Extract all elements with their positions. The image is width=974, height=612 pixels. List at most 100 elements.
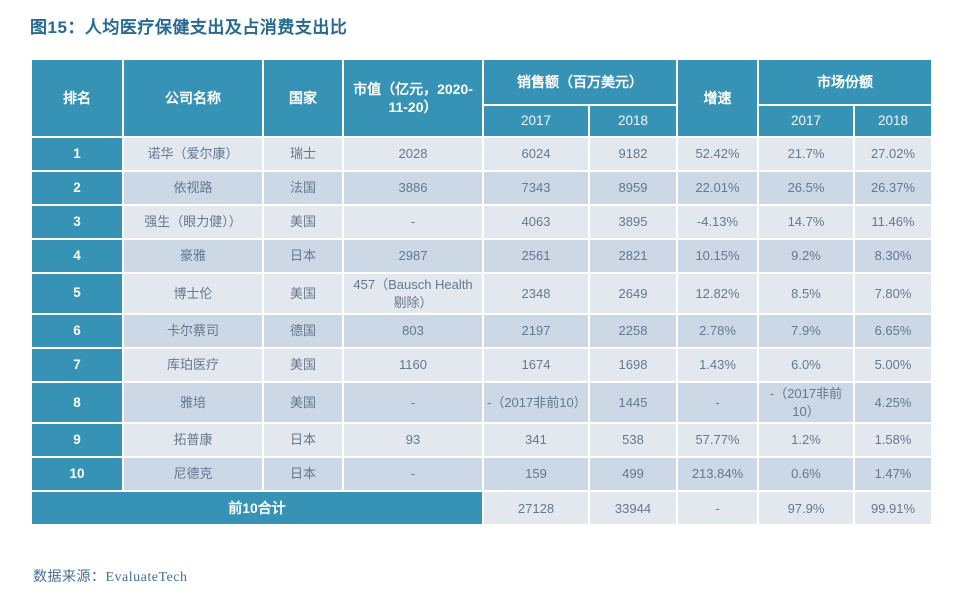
total-growth: -	[678, 492, 757, 525]
table-row: 7 库珀医疗 美国 1160 1674 1698 1.43% 6.0% 5.00%	[32, 349, 931, 382]
sales-2018-cell: 9182	[590, 138, 676, 170]
total-sales-2018: 33944	[590, 492, 676, 525]
table-row: 8 雅培 美国 - -（2017非前10） 1445- -（2017非前10） 4.25%	[32, 383, 931, 423]
country-cell: 日本	[264, 458, 342, 491]
sales-2017-cell: 1674	[484, 349, 588, 382]
country-cell: 美国	[264, 383, 342, 423]
market-cap-cell: 93	[344, 424, 482, 457]
share-2018-cell: 1.58%	[855, 424, 931, 457]
company-cell: 诺华（爱尔康）	[124, 138, 262, 170]
market-cap-cell: -	[344, 383, 482, 423]
share-2017-cell: 21.7%	[759, 138, 853, 170]
company-cell: 豪雅	[124, 240, 262, 272]
share-2018-cell: 5.00%	[855, 349, 931, 382]
header-share-2017: 2017	[759, 106, 853, 136]
rank-cell: 1	[32, 138, 122, 170]
sales-2017-cell: 341	[484, 424, 588, 457]
share-2017-cell: 14.7%	[759, 206, 853, 238]
rank-cell: 2	[32, 172, 122, 204]
country-cell: 德国	[264, 315, 342, 348]
share-2018-cell: 1.47%	[855, 458, 931, 491]
sales-2018-cell: 8959	[590, 172, 676, 204]
table-row: 3 强生（眼力健）） 美国 -4063 3895 -4.13% 14.7% 11.46%	[32, 206, 931, 238]
share-2018-cell: 7.80%	[855, 274, 931, 314]
share-2018-cell: 11.46%	[855, 206, 931, 238]
company-cell: 库珀医疗	[124, 349, 262, 382]
country-cell: 法国	[264, 172, 342, 204]
share-2018-cell: 4.25%	[855, 383, 931, 423]
sales-2018-cell: 1445	[590, 383, 676, 423]
sales-2018-cell: 538	[590, 424, 676, 457]
header-sales-group: 销售额（百万美元）	[484, 60, 676, 104]
country-cell: 瑞士	[264, 138, 342, 170]
market-cap-cell: 803	[344, 315, 482, 348]
table-body: 1 诺华（爱尔康） 瑞士 2028 6024 9182 52.42% 21.7% 27.02% 2…	[32, 138, 931, 491]
growth-cell: 12.82%	[678, 274, 757, 314]
total-row: 前10合计 27128 33944 - 97.9% 99.91%	[32, 492, 931, 525]
country-cell: 美国	[264, 274, 342, 314]
sales-2018-cell: 1698	[590, 349, 676, 382]
share-2017-cell: 6.0%	[759, 349, 853, 382]
data-table: 排名 公司名称 国家 市值（亿元，2020-11-20） 销售额（百万美元） 增…	[30, 58, 933, 526]
rank-cell: 10	[32, 458, 122, 491]
sales-2017-cell: 4063	[484, 206, 588, 238]
company-cell: 雅培	[124, 383, 262, 423]
share-2018-cell: 26.37%	[855, 172, 931, 204]
page-title: 图15：人均医疗保健支出及占消费支出比	[30, 18, 348, 37]
rank-cell: 4	[32, 240, 122, 272]
rank-cell: 3	[32, 206, 122, 238]
company-cell: 拓普康	[124, 424, 262, 457]
sales-2018-cell: 2821	[590, 240, 676, 272]
table-row: 10 尼德克 日本 -159 499 213.84% 0.6% 1.47%	[32, 458, 931, 491]
company-cell: 依视路	[124, 172, 262, 204]
table-row: 6 卡尔蔡司 德国 803 2197 2258 2.78% 7.9% 6.65%	[32, 315, 931, 348]
header-year-row: 2017 2018 2017 2018	[32, 106, 931, 136]
sales-2017-cell: 2197	[484, 315, 588, 348]
sales-2018-cell: 3895	[590, 206, 676, 238]
rank-cell: 5	[32, 274, 122, 314]
table-row: 5 博士伦 美国 457（Bausch Health剔除） 2348 2649 12.82%…	[32, 274, 931, 314]
share-2017-cell: 7.9%	[759, 315, 853, 348]
total-share-2018: 99.91%	[855, 492, 931, 525]
rank-cell: 9	[32, 424, 122, 457]
rank-cell: 8	[32, 383, 122, 423]
header-share-2018: 2018	[855, 106, 931, 136]
header-growth: 增速	[678, 60, 757, 136]
country-cell: 日本	[264, 240, 342, 272]
table-footer: 前10合计 27128 33944 - 97.9% 99.91%	[32, 492, 931, 525]
company-cell: 博士伦	[124, 274, 262, 314]
total-sales-2017: 27128	[484, 492, 588, 525]
company-cell: 卡尔蔡司	[124, 315, 262, 348]
growth-cell: 52.42%	[678, 138, 757, 170]
growth-cell: 22.01%	[678, 172, 757, 204]
table-row: 1 诺华（爱尔康） 瑞士 2028 6024 9182 52.42% 21.7% 27.02%	[32, 138, 931, 170]
market-cap-cell: 457（Bausch Health剔除）	[344, 274, 482, 314]
growth-cell: 1.43%	[678, 349, 757, 382]
growth-cell: 213.84%	[678, 458, 757, 491]
market-cap-cell: -	[344, 206, 482, 238]
table-row: 2 依视路 法国 3886 7343 8959 22.01% 26.5% 26.37%	[32, 172, 931, 204]
header-share-group: 市场份额	[759, 60, 931, 104]
growth-cell: -	[678, 383, 757, 423]
header-company: 公司名称	[124, 60, 262, 136]
country-cell: 美国	[264, 349, 342, 382]
country-cell: 日本	[264, 424, 342, 457]
sales-2017-cell: -（2017非前10）	[484, 383, 588, 423]
share-2017-cell: 0.6%	[759, 458, 853, 491]
header-market-cap: 市值（亿元，2020-11-20）	[344, 60, 482, 136]
sales-2018-cell: 499	[590, 458, 676, 491]
market-cap-cell: -	[344, 458, 482, 491]
share-2018-cell: 27.02%	[855, 138, 931, 170]
share-2017-cell: 8.5%	[759, 274, 853, 314]
total-label: 前10合计	[32, 492, 482, 525]
source-note: 数据来源：EvaluateTech	[33, 570, 188, 585]
rank-cell: 7	[32, 349, 122, 382]
market-cap-cell: 2987	[344, 240, 482, 272]
market-cap-cell: 3886	[344, 172, 482, 204]
company-cell: 强生（眼力健））	[124, 206, 262, 238]
sales-2017-cell: 7343	[484, 172, 588, 204]
sales-2017-cell: 6024	[484, 138, 588, 170]
share-2017-cell: 26.5%	[759, 172, 853, 204]
table-header: 排名 公司名称 国家 市值（亿元，2020-11-20） 销售额（百万美元） 增…	[32, 60, 931, 136]
